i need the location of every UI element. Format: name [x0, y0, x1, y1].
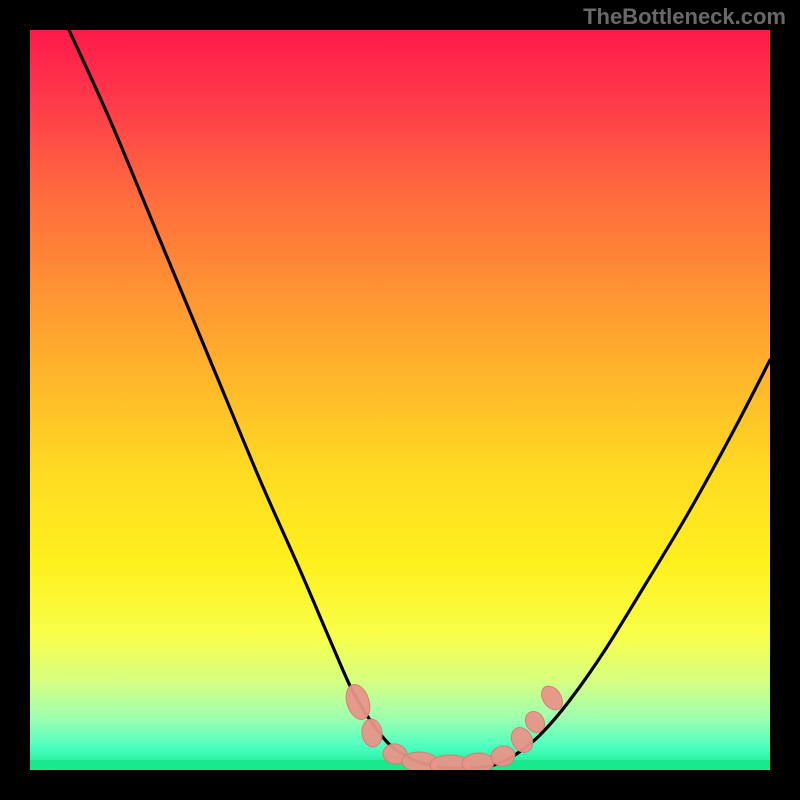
- watermark-text: TheBottleneck.com: [583, 4, 786, 30]
- gradient-background: [30, 30, 770, 770]
- bottleneck-chart: [0, 0, 800, 800]
- chart-frame: TheBottleneck.com: [0, 0, 800, 800]
